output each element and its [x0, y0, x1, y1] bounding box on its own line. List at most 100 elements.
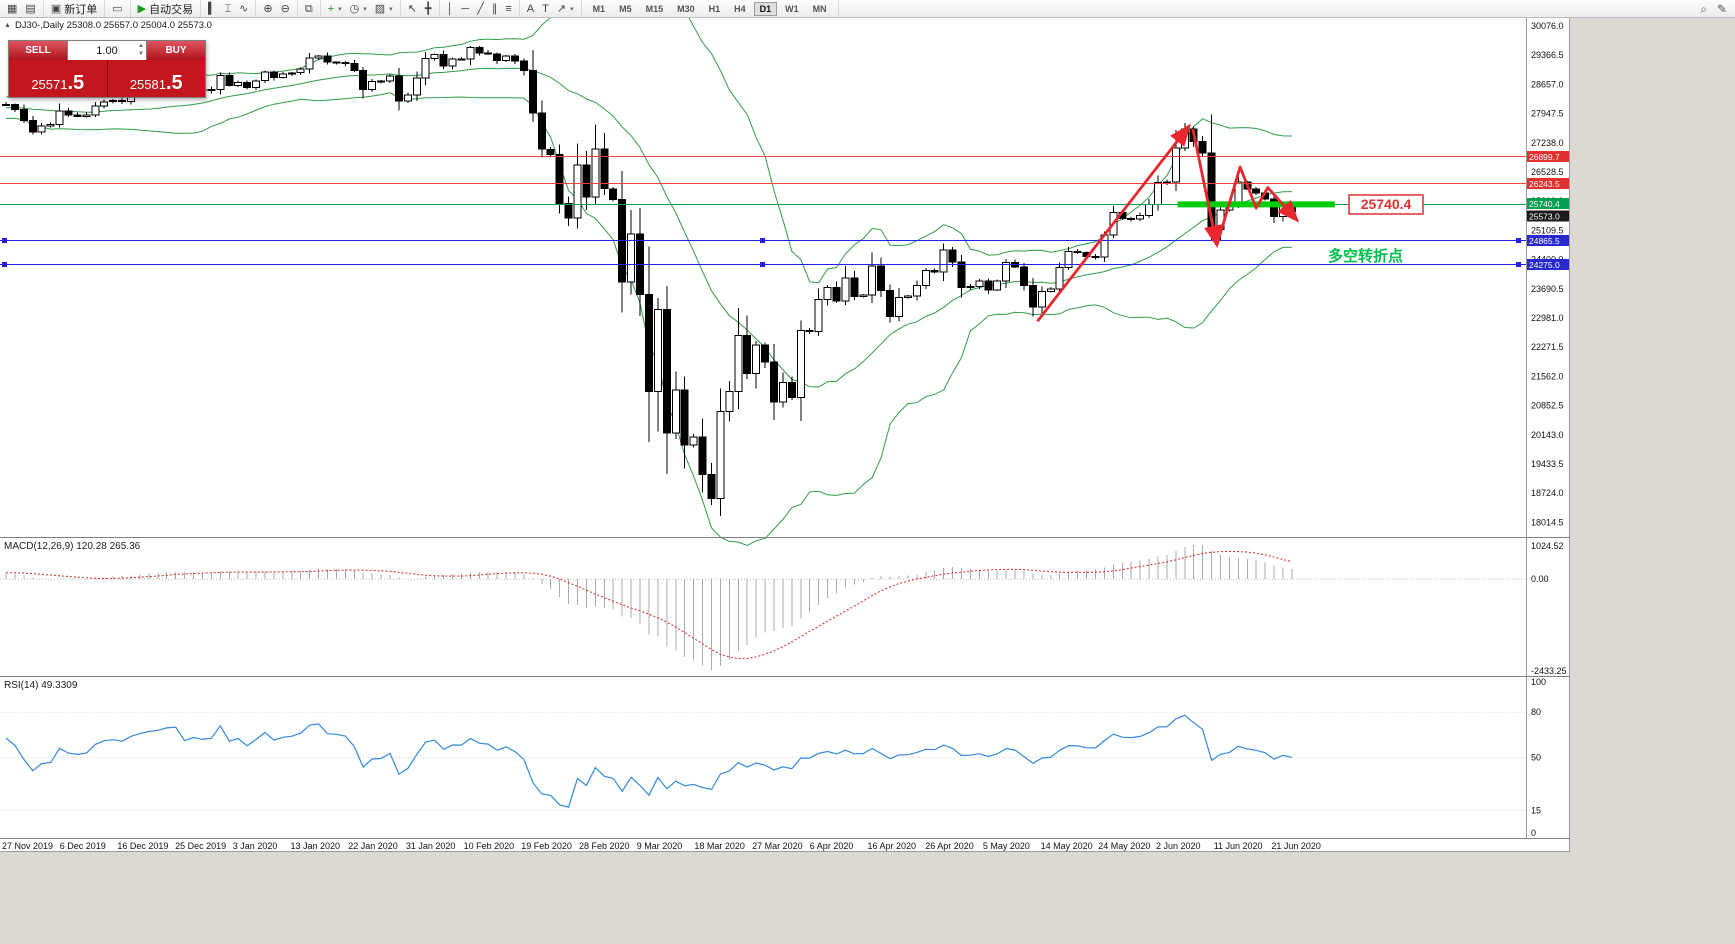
fibonacci-button[interactable]: ≡ — [501, 1, 515, 17]
candle — [100, 99, 109, 109]
search-icon[interactable]: ⌕ — [1700, 1, 1707, 16]
candle — [984, 278, 993, 295]
charts-list-button[interactable]: ▭ — [108, 1, 126, 17]
chart-canvas[interactable]: 30076.0 29366.5 28657.0 27947.5 27238.0 26528… — [0, 18, 1570, 852]
volume-spinner[interactable]: ▲ ▼ — [138, 42, 144, 58]
chart-profiles-button[interactable]: ▤ — [21, 1, 39, 17]
macd-histogram — [5, 545, 1293, 670]
arrows-button[interactable]: ↗ ▾ — [553, 1, 578, 17]
rally-arrow[interactable] — [1036, 123, 1191, 323]
timeframe-m30[interactable]: M30 — [677, 3, 695, 14]
candle — [555, 144, 564, 214]
candle — [627, 210, 636, 295]
price-tag-text: 26243.5 — [1529, 179, 1560, 189]
annotation-arrows[interactable] — [1036, 123, 1335, 323]
templates-button[interactable]: ▨ ▾ — [371, 1, 397, 17]
expert-advisors-button[interactable]: ▶ 自动交易 — [134, 1, 197, 17]
zoom-out-button[interactable]: ⊖ — [277, 1, 294, 17]
zoom-in-button[interactable]: ⊕ — [259, 1, 276, 17]
crosshair-button[interactable]: ╋ — [421, 1, 436, 17]
sell-button[interactable]: SELL — [9, 41, 67, 60]
tile-windows-icon: ⧉ — [304, 2, 313, 15]
hline-handle[interactable] — [1516, 262, 1521, 268]
spin-up-icon[interactable]: ▲ — [138, 43, 144, 49]
new-chart-button[interactable]: ▦ — [3, 1, 21, 17]
date-axis: 27 Nov 2019 6 Dec 2019 16 Dec 2019 25 Dec 2… — [2, 841, 1321, 851]
macd-scale-label: 0.00 — [1531, 574, 1549, 584]
equidistant-channel-button[interactable]: ∥ — [488, 1, 502, 17]
hline-handle[interactable] — [760, 262, 765, 268]
hline-handle[interactable] — [2, 262, 7, 268]
turning-point-text[interactable]: 多空转折点 — [1328, 247, 1403, 265]
arrows-dropdown-icon[interactable]: ▾ — [570, 5, 574, 13]
price-axis: 30076.0 29366.5 28657.0 27947.5 27238.0 26528… — [0, 18, 1570, 839]
new-order-button[interactable]: ▣ 新订单 — [47, 1, 101, 17]
candlestick-chart-button[interactable]: ⌶ — [221, 1, 236, 17]
date-axis-label: 5 May 2020 — [983, 841, 1030, 851]
candle — [341, 61, 350, 67]
timeframe-m15[interactable]: M15 — [645, 3, 664, 14]
cursor-button[interactable]: ↖ — [404, 1, 421, 17]
horizontal-lines[interactable] — [0, 156, 1526, 268]
rsi-scale-label: 50 — [1531, 753, 1541, 763]
candle — [287, 72, 296, 76]
price-axis-label: 18724.0 — [1531, 488, 1564, 498]
indicators-dropdown-icon[interactable]: ▾ — [338, 5, 342, 13]
candle — [484, 50, 493, 55]
hline-handle[interactable] — [2, 237, 7, 243]
key-level-callout[interactable]: 25740.4 — [1348, 194, 1424, 215]
one-click-trading-panel[interactable]: SELL 1.00 ▲ ▼ BUY 25571 .5 25581 .5 — [8, 40, 206, 98]
price-tag — [1527, 210, 1569, 222]
sell-price[interactable]: 25571 .5 — [9, 60, 108, 97]
text-button[interactable]: A — [523, 1, 538, 17]
timeframe-w1[interactable]: W1 — [785, 3, 799, 14]
bar-chart-button[interactable]: ▍ — [204, 1, 220, 17]
hline-handle[interactable] — [1516, 237, 1521, 243]
periods-dropdown-icon[interactable]: ▾ — [363, 5, 367, 13]
timeframe-h1[interactable]: H1 — [708, 3, 721, 14]
price-axis-label: 23690.5 — [1531, 284, 1564, 294]
text-label-button[interactable]: T — [538, 1, 553, 17]
date-axis-label: 21 Jun 2020 — [1271, 841, 1321, 851]
buy-button[interactable]: BUY — [147, 41, 205, 60]
price-axis-label: 19433.5 — [1531, 459, 1564, 469]
buy-price[interactable]: 25581 .5 — [108, 60, 206, 97]
candle — [252, 79, 260, 91]
drop-arrow[interactable] — [1191, 128, 1222, 248]
candle — [82, 112, 91, 118]
periods-button[interactable]: ◷ ▾ — [346, 1, 371, 17]
tile-windows-button[interactable]: ⧉ — [301, 1, 317, 17]
price-axis-label: 22271.5 — [1531, 342, 1564, 352]
timeframe-d1[interactable]: D1 — [753, 1, 778, 16]
chart-ohlc-header: ▲ DJ30-,Daily 25308.0 25657.0 25004.0 25… — [4, 20, 212, 31]
candle — [216, 72, 225, 95]
price-axis-label: 21562.0 — [1531, 371, 1564, 381]
buy-price-main: 25581 — [129, 77, 166, 92]
templates-dropdown-icon[interactable]: ▾ — [389, 5, 393, 13]
timeframe-m1[interactable]: M1 — [592, 3, 606, 14]
macd-scale-label: -2433.25 — [1531, 666, 1567, 676]
line-chart-button[interactable]: ∿ — [235, 1, 252, 17]
vertical-line-button[interactable]: │ — [443, 1, 458, 17]
spin-down-icon[interactable]: ▼ — [138, 51, 144, 57]
timeframe-m5[interactable]: M5 — [619, 3, 632, 14]
trendline-button[interactable]: ╱ — [473, 1, 488, 17]
text-label-icon: T — [542, 2, 549, 15]
zigzag-arrow[interactable] — [1215, 165, 1300, 246]
edit-icon[interactable]: ✎ — [1716, 1, 1727, 16]
candle — [511, 54, 519, 64]
volume-input[interactable]: 1.00 ▲ ▼ — [67, 41, 147, 60]
sell-price-main: 25571 — [31, 77, 68, 92]
hline-handle[interactable] — [760, 237, 765, 243]
timeframe-h4[interactable]: H4 — [734, 3, 746, 14]
candle — [886, 284, 895, 323]
horizontal-line-button[interactable]: ─ — [457, 1, 473, 17]
toolbar-group: ⊕ ⊖ — [256, 0, 298, 17]
chart-window[interactable]: 30076.0 29366.5 28657.0 27947.5 27238.0 26528… — [0, 18, 1570, 852]
candle — [912, 280, 921, 301]
candle — [475, 46, 484, 56]
timeframe-mn[interactable]: MN — [812, 3, 827, 14]
candle — [877, 257, 886, 298]
candle — [1046, 287, 1055, 293]
indicators-button[interactable]: + ▾ — [324, 1, 346, 17]
